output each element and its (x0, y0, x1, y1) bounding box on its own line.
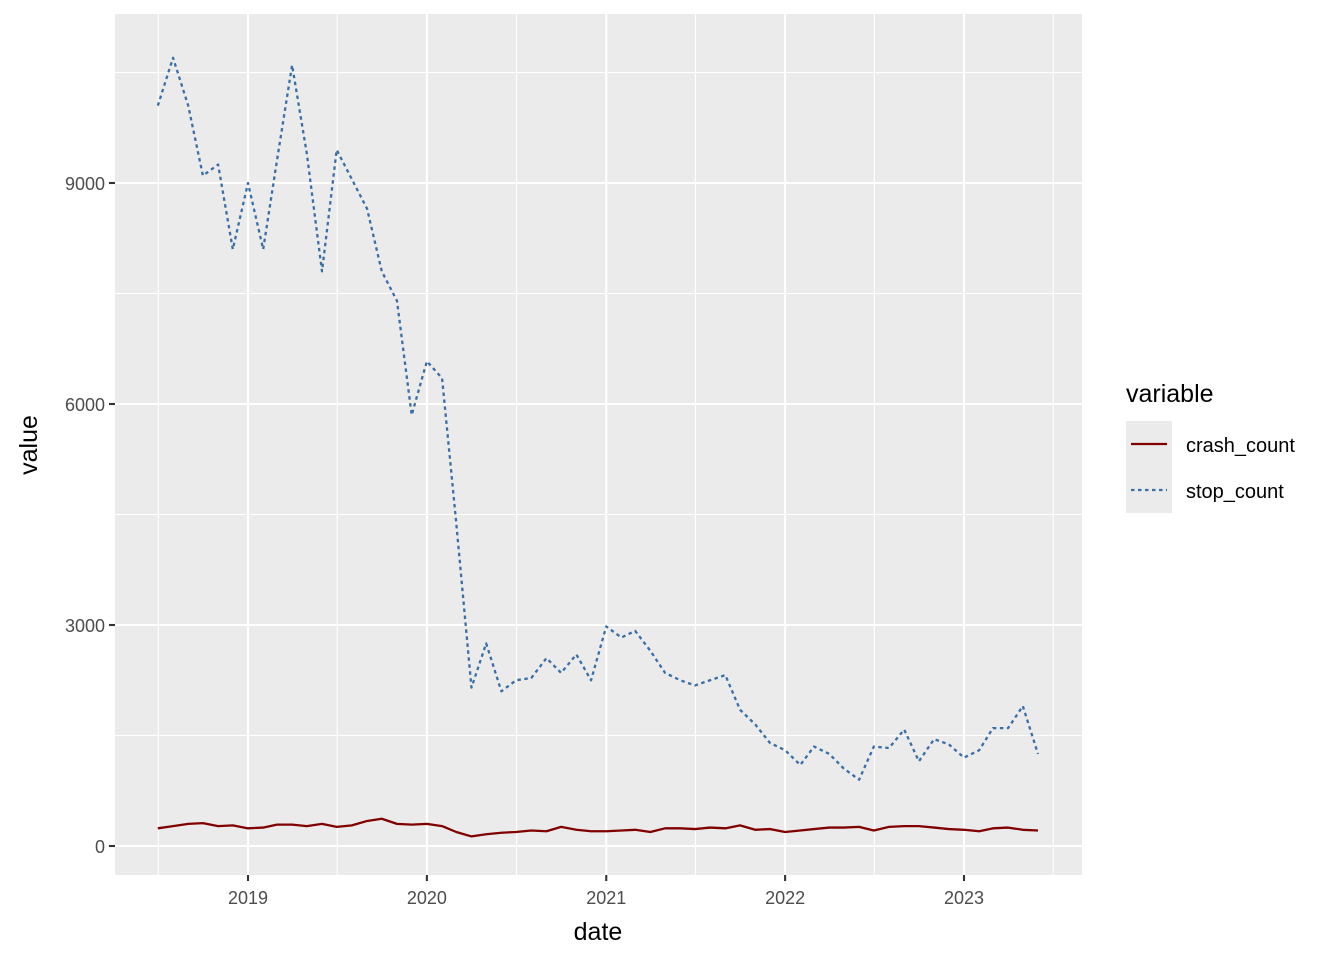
legend-label-crash-count: crash_count (1186, 435, 1295, 457)
legend-title: variable (1126, 380, 1214, 408)
x-tick-label: 2023 (944, 888, 984, 908)
x-tick-label: 2021 (586, 888, 626, 908)
plot-panel (115, 14, 1082, 875)
y-axis-title: value (15, 415, 43, 475)
x-tick-label: 2020 (407, 888, 447, 908)
y-tick-label: 3000 (65, 616, 105, 636)
legend-label-stop-count: stop_count (1186, 481, 1284, 503)
series-layer (156, 56, 1040, 838)
axes: 0 3000 6000 9000 2019 2020 2021 2022 2023 (65, 174, 984, 908)
major-gridlines (115, 14, 1082, 875)
x-tick-label: 2019 (228, 888, 268, 908)
legend: variable crash_count stop_count (1126, 380, 1295, 513)
series-line-crash-count (157, 817, 1039, 838)
y-tick-label: 6000 (65, 395, 105, 415)
series-line-stop-count (156, 56, 1040, 781)
x-tick-label: 2022 (765, 888, 805, 908)
y-tick-label: 9000 (65, 174, 105, 194)
x-axis-title: date (574, 918, 623, 946)
y-tick-label: 0 (95, 837, 105, 857)
minor-gridlines (115, 14, 1082, 875)
